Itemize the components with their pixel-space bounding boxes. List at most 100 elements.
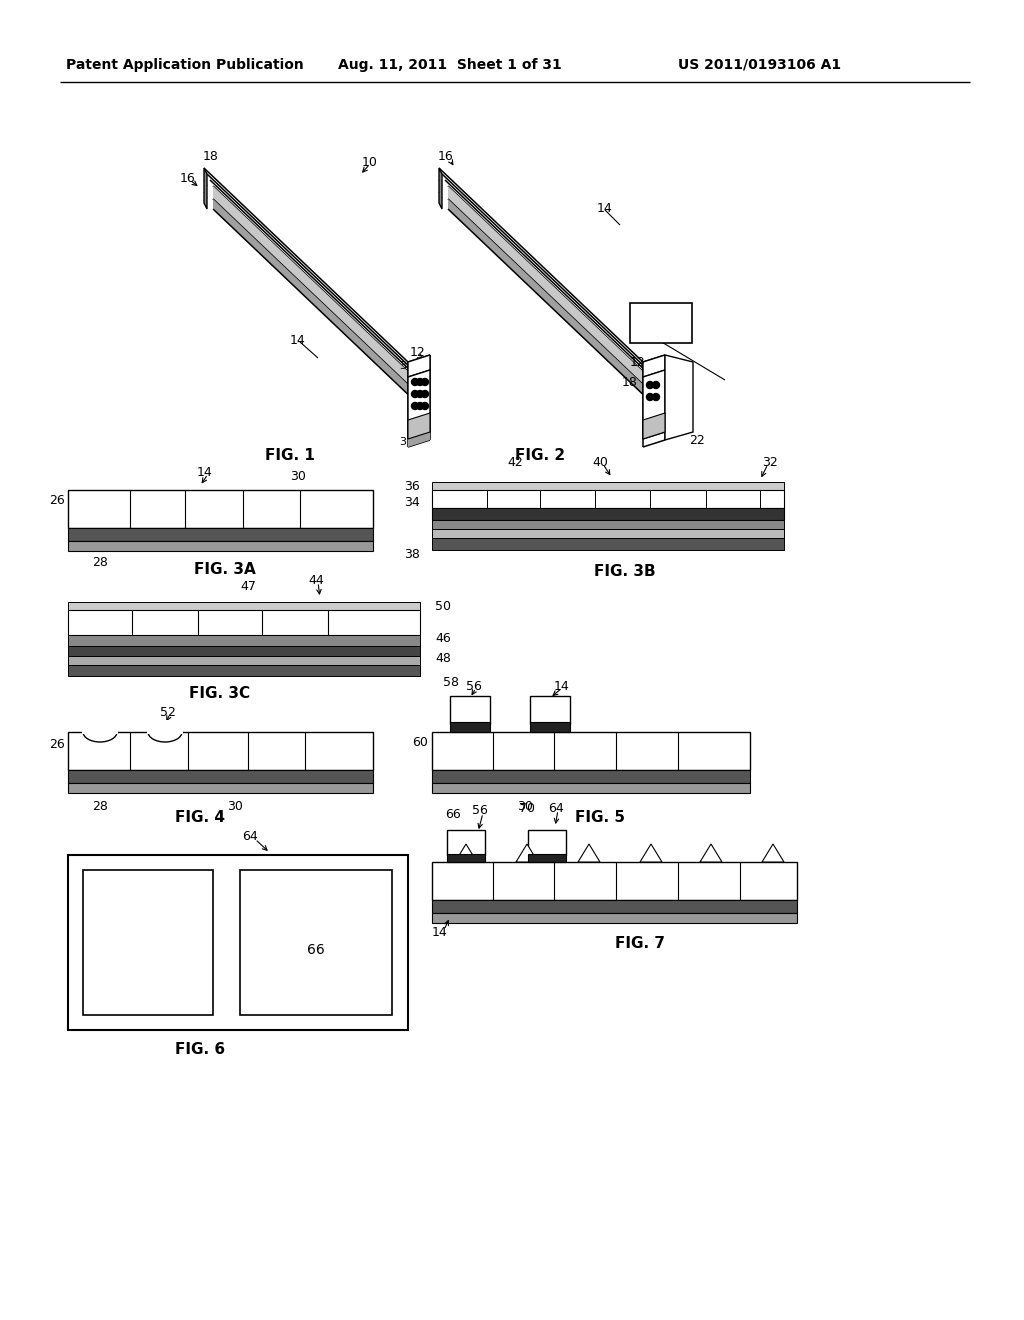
- Polygon shape: [578, 843, 600, 862]
- Ellipse shape: [83, 722, 117, 742]
- Bar: [68, 528, 373, 541]
- Bar: [68, 733, 373, 770]
- Text: 14: 14: [432, 925, 447, 939]
- Text: 60: 60: [412, 735, 428, 748]
- Text: 3: 3: [399, 437, 407, 447]
- Text: 16: 16: [180, 172, 196, 185]
- Text: 26: 26: [49, 738, 65, 751]
- Bar: [68, 602, 420, 610]
- Bar: [432, 770, 750, 783]
- Polygon shape: [700, 843, 722, 862]
- Bar: [147, 719, 183, 734]
- Circle shape: [412, 403, 419, 409]
- Text: 56: 56: [466, 680, 482, 693]
- Text: 38: 38: [404, 548, 420, 561]
- Text: FIG. 5: FIG. 5: [575, 809, 625, 825]
- Bar: [68, 645, 420, 656]
- Circle shape: [412, 391, 419, 397]
- Text: 46: 46: [435, 632, 451, 645]
- Bar: [630, 304, 692, 343]
- Bar: [450, 722, 490, 733]
- Circle shape: [422, 403, 428, 409]
- Text: 40: 40: [592, 455, 608, 469]
- Bar: [68, 490, 373, 528]
- Circle shape: [652, 381, 659, 388]
- Text: FIG. 3C: FIG. 3C: [189, 686, 251, 701]
- Circle shape: [417, 379, 424, 385]
- Text: 12: 12: [411, 346, 426, 359]
- Bar: [432, 913, 797, 923]
- Polygon shape: [449, 186, 652, 393]
- Bar: [432, 520, 784, 529]
- Polygon shape: [439, 168, 442, 209]
- Bar: [432, 733, 750, 770]
- Polygon shape: [643, 355, 665, 378]
- Text: 42: 42: [507, 455, 523, 469]
- Text: 70: 70: [519, 801, 535, 814]
- Text: 66: 66: [307, 942, 325, 957]
- Bar: [530, 696, 570, 723]
- Text: 36: 36: [404, 479, 420, 492]
- Text: 58: 58: [443, 676, 459, 689]
- Text: 10: 10: [362, 156, 378, 169]
- Bar: [528, 830, 566, 855]
- Text: 44: 44: [308, 573, 324, 586]
- Text: 50: 50: [435, 599, 451, 612]
- Text: 47: 47: [240, 579, 256, 593]
- Polygon shape: [762, 843, 784, 862]
- Text: FIG. 4: FIG. 4: [175, 809, 225, 825]
- Bar: [68, 656, 420, 665]
- Bar: [432, 482, 784, 490]
- Bar: [432, 508, 784, 520]
- Circle shape: [422, 379, 428, 385]
- Bar: [432, 490, 784, 508]
- Text: Patent Application Publication: Patent Application Publication: [67, 58, 304, 73]
- Text: 16: 16: [438, 150, 454, 164]
- Text: US 2011/0193106 A1: US 2011/0193106 A1: [679, 58, 842, 73]
- Text: 14: 14: [597, 202, 613, 214]
- Bar: [240, 870, 392, 1015]
- Polygon shape: [643, 370, 665, 440]
- Text: 23: 23: [652, 318, 670, 333]
- Text: 64: 64: [548, 801, 564, 814]
- Bar: [432, 900, 797, 913]
- Text: 32: 32: [762, 455, 778, 469]
- Polygon shape: [204, 168, 207, 209]
- Text: FIG. 1: FIG. 1: [265, 447, 315, 462]
- Text: FIG. 2: FIG. 2: [515, 447, 565, 462]
- Text: 3: 3: [399, 360, 407, 371]
- Text: 14: 14: [198, 466, 213, 479]
- Bar: [528, 854, 566, 862]
- Circle shape: [417, 391, 424, 397]
- Polygon shape: [408, 413, 430, 440]
- Bar: [82, 719, 118, 734]
- Bar: [447, 830, 485, 855]
- Polygon shape: [408, 355, 430, 378]
- Polygon shape: [643, 413, 665, 440]
- Bar: [432, 783, 750, 793]
- Text: FIG. 3A: FIG. 3A: [195, 562, 256, 578]
- Polygon shape: [408, 370, 430, 440]
- Polygon shape: [665, 355, 693, 440]
- Bar: [83, 870, 213, 1015]
- Text: 34: 34: [404, 495, 420, 508]
- Text: 30: 30: [227, 800, 243, 813]
- Polygon shape: [213, 186, 417, 393]
- Polygon shape: [204, 168, 411, 368]
- Bar: [68, 635, 420, 645]
- Circle shape: [646, 381, 653, 388]
- Text: 14: 14: [290, 334, 306, 346]
- Bar: [447, 854, 485, 862]
- Bar: [432, 529, 784, 539]
- Polygon shape: [455, 843, 477, 862]
- Bar: [68, 855, 408, 1030]
- Text: 28: 28: [92, 557, 108, 569]
- Text: 18: 18: [622, 375, 638, 388]
- Polygon shape: [213, 199, 417, 403]
- Text: 22: 22: [689, 433, 705, 446]
- Text: 66: 66: [445, 808, 461, 821]
- Polygon shape: [449, 199, 652, 403]
- Bar: [530, 722, 570, 733]
- Circle shape: [412, 379, 419, 385]
- Bar: [68, 770, 373, 783]
